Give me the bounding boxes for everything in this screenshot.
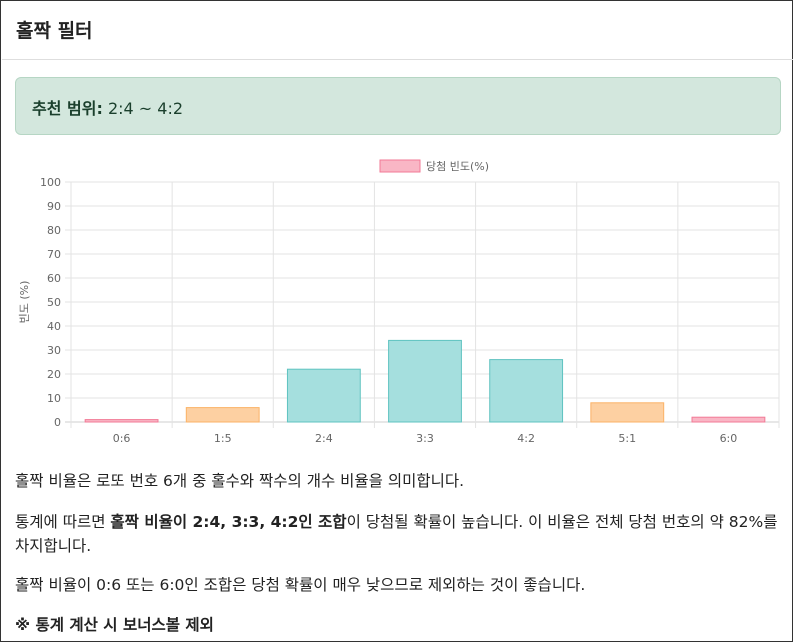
x-tick-label: 2:4: [315, 432, 333, 445]
y-tick-label: 70: [47, 248, 61, 261]
bar-3-3: [388, 339, 462, 423]
recommendation-box: 추천 범위: 2:4 ~ 4:2: [15, 77, 781, 135]
bar-4-2: [489, 359, 564, 423]
y-tick-label: 80: [47, 224, 61, 237]
x-tick-label: 6:0: [720, 432, 738, 445]
legend-swatch: [379, 159, 421, 173]
bar-2-4: [286, 368, 361, 423]
x-tick-label: 5:1: [618, 432, 636, 445]
page-title: 홀짝 필터: [16, 20, 93, 42]
y-tick-label: 10: [47, 392, 61, 405]
description-note: ※ 통계 계산 시 보너스볼 제외: [15, 616, 214, 634]
description-p2-bold: 홀짝 비율이 2:4, 3:3, 4:2인 조합: [110, 513, 347, 531]
description-p2-prefix: 통계에 따르면: [15, 513, 111, 531]
description-p2-suffix: 이 당첨될 확률이 높습니다. 이 비율은 전체 당첨 번호의 약 82%를 차…: [15, 513, 778, 555]
y-tick-label: 90: [47, 200, 61, 213]
y-tick-label: 60: [47, 272, 61, 285]
chart-svg: 0 10 20 30 40 50 60 70 80 90 100 빈도 (%) 0:6 1:5 2:4 3:3…: [18, 159, 780, 445]
x-tick-label: 0:6: [113, 432, 131, 445]
y-tick-label: 40: [47, 320, 61, 333]
description-paragraph-3: 홀짝 비율이 0:6 또는 6:0인 조합은 당첨 확률이 매우 낮으므로 제외…: [15, 576, 586, 594]
bar-0-6: [84, 419, 159, 423]
x-tick-label: 4:2: [517, 432, 535, 445]
y-tick-label: 30: [47, 344, 61, 357]
y-tick-label: 20: [47, 368, 61, 381]
recommendation-value: 2:4 ~ 4:2: [107, 99, 184, 118]
panel-header: 홀짝 필터: [2, 2, 793, 60]
y-tick-label: 100: [40, 176, 61, 189]
description-paragraph-2: 통계에 따르면 홀짝 비율이 2:4, 3:3, 4:2인 조합이 당첨될 확률…: [15, 510, 781, 558]
bar-5-1: [590, 402, 665, 423]
recommendation-label: 추천 범위:: [32, 99, 103, 118]
bar-1-5: [185, 407, 260, 423]
odd-even-chart: 0 10 20 30 40 50 60 70 80 90 100 빈도 (%) 0:6 1:5 2:4 3:3…: [15, 151, 781, 451]
x-tick-label: 3:3: [416, 432, 434, 445]
y-tick-label: 50: [47, 296, 61, 309]
y-axis-label: 빈도 (%): [18, 281, 31, 324]
recommendation-text: 추천 범위: 2:4 ~ 4:2: [32, 95, 183, 119]
y-tick-label: 0: [54, 416, 61, 429]
bar-6-0: [691, 416, 766, 423]
legend-label: 당첨 빈도(%): [426, 160, 489, 173]
x-tick-label: 1:5: [214, 432, 232, 445]
description-paragraph-1: 홀짝 비율은 로또 번호 6개 중 홀수와 짝수의 개수 비율을 의미합니다.: [15, 472, 465, 490]
